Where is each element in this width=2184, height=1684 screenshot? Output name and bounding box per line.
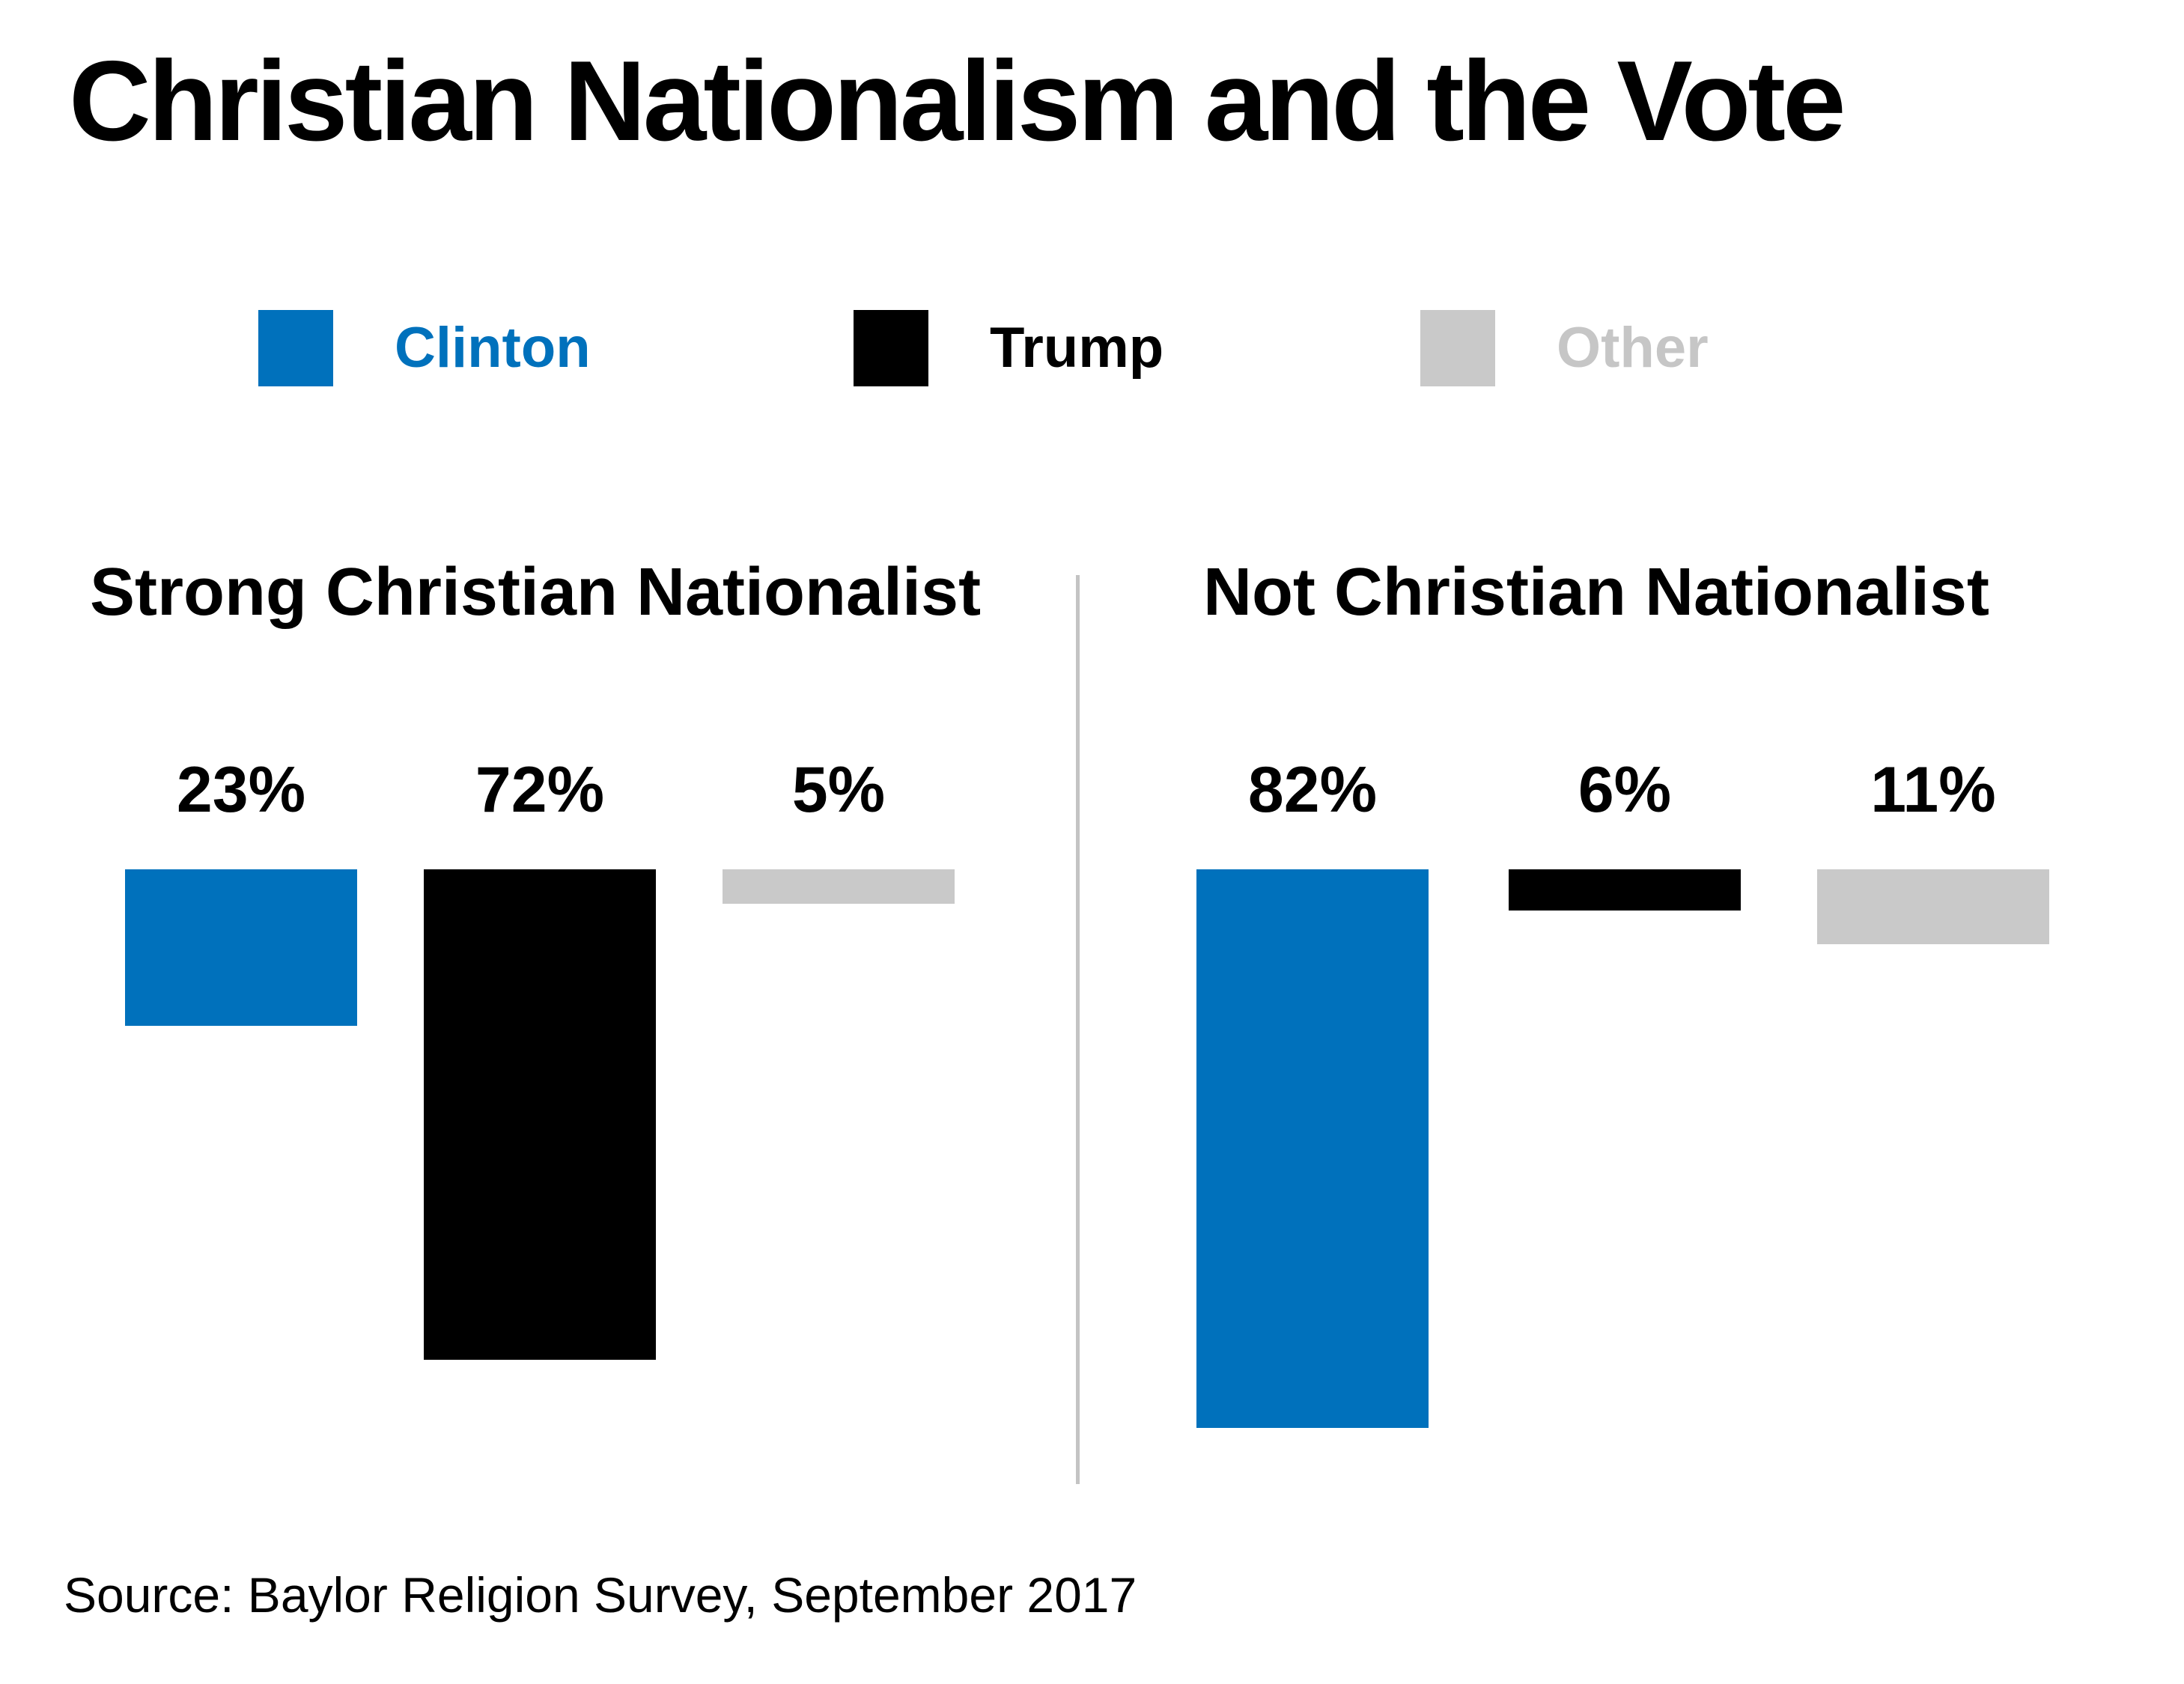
bar-group-strong-other: 5% xyxy=(723,756,955,904)
legend-label-trump: Trump xyxy=(990,316,1164,380)
value-label-strong-trump: 72% xyxy=(475,754,605,826)
legend-label-clinton: Clinton xyxy=(395,316,591,380)
bar-strong-clinton xyxy=(125,869,357,1026)
source-note: Source: Baylor Religion Survey, Septembe… xyxy=(64,1567,1137,1623)
bar-group-not-trump: 6% xyxy=(1509,756,1741,911)
value-label-not-clinton: 82% xyxy=(1247,754,1378,826)
bar-group-not-clinton: 82% xyxy=(1196,756,1429,1428)
panel-divider xyxy=(1076,575,1080,1484)
trump-swatch xyxy=(854,310,928,386)
value-label-not-other: 11% xyxy=(1870,754,1996,826)
bar-not-other xyxy=(1817,869,2049,944)
chart-title: Christian Nationalism and the Vote xyxy=(69,37,1846,165)
bar-not-trump xyxy=(1509,869,1741,911)
value-label-not-trump: 6% xyxy=(1578,754,1672,826)
legend-item-clinton: Clinton xyxy=(258,310,591,386)
legend-item-trump: Trump xyxy=(854,310,1164,386)
legend-item-other: Other xyxy=(1420,310,1709,386)
panel-title-strong-christian-nationalist: Strong Christian Nationalist xyxy=(89,555,982,630)
clinton-swatch xyxy=(258,310,333,386)
bar-group-not-other: 11% xyxy=(1817,756,2049,944)
legend-label-other: Other xyxy=(1557,316,1709,380)
bar-not-clinton xyxy=(1196,869,1429,1428)
value-label-strong-other: 5% xyxy=(791,754,886,826)
other-swatch xyxy=(1420,310,1495,386)
bar-group-strong-clinton: 23% xyxy=(125,756,357,1026)
bar-strong-other xyxy=(723,869,955,904)
value-label-strong-clinton: 23% xyxy=(176,754,306,826)
panel-title-not-christian-nationalist: Not Christian Nationalist xyxy=(1202,555,1990,630)
bar-strong-trump xyxy=(424,869,656,1360)
bar-group-strong-trump: 72% xyxy=(424,756,656,1360)
